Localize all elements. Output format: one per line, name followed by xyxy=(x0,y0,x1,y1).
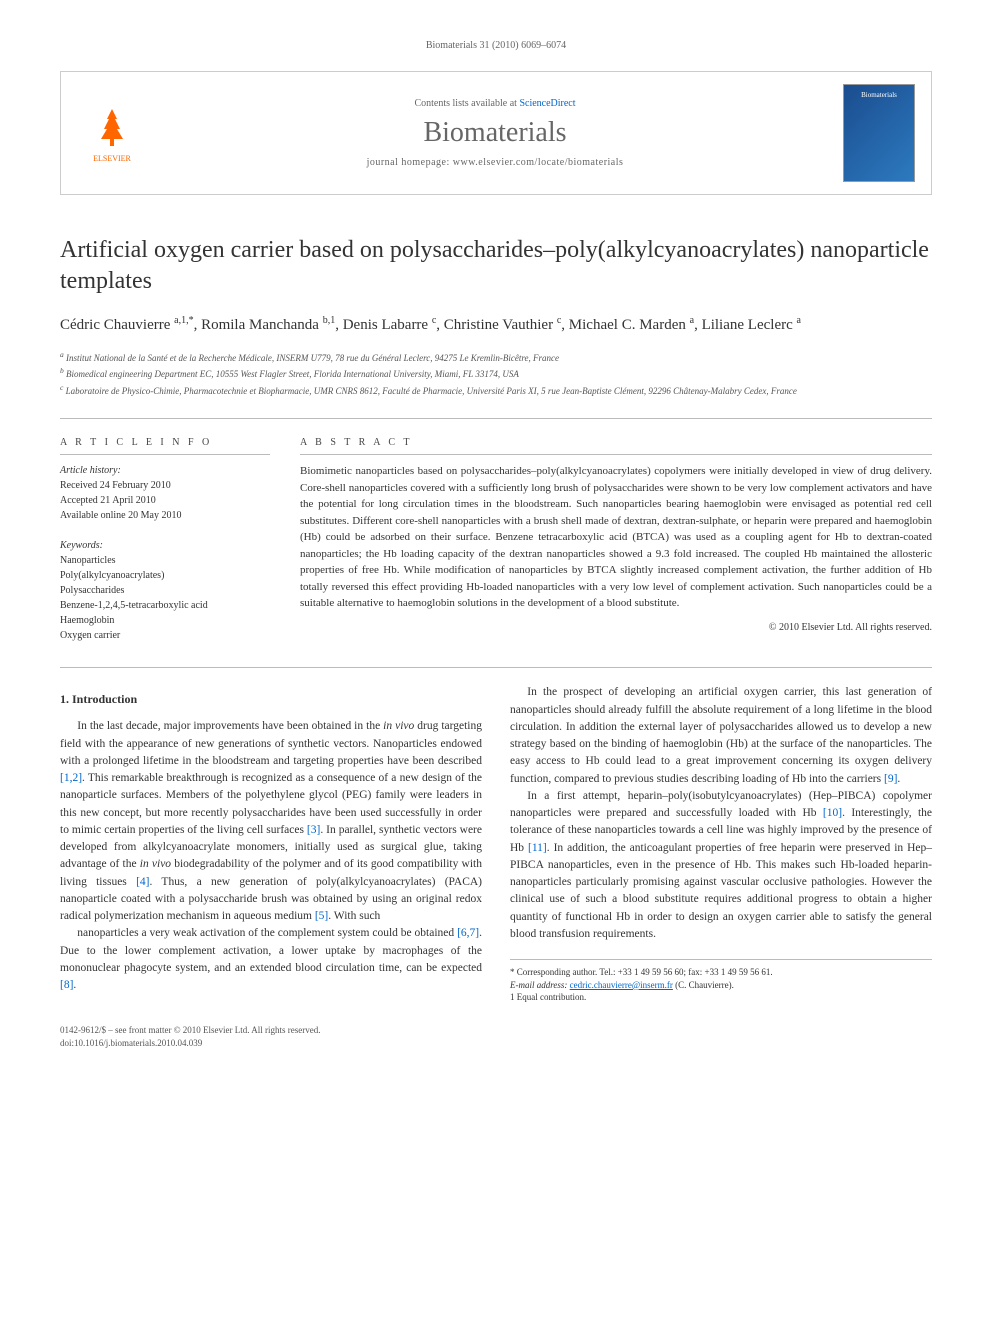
corresponding-author: * Corresponding author. Tel.: +33 1 49 5… xyxy=(510,966,932,979)
keyword: Nanoparticles xyxy=(60,553,270,568)
body-columns: 1. Introduction In the last decade, majo… xyxy=(60,684,932,1004)
divider xyxy=(60,667,932,668)
citation-ref[interactable]: [10] xyxy=(823,807,842,819)
article-info-col: A R T I C L E I N F O Article history: R… xyxy=(60,435,270,643)
keyword: Poly(alkylcyanoacrylates) xyxy=(60,568,270,583)
keyword: Benzene-1,2,4,5-tetracarboxylic acid xyxy=(60,598,270,613)
affiliation-line: c Laboratoire de Physico-Chimie, Pharmac… xyxy=(60,382,932,399)
affiliation-line: b Biomedical engineering Department EC, … xyxy=(60,365,932,382)
keyword: Polysaccharides xyxy=(60,583,270,598)
body-paragraph: In a first attempt, heparin–poly(isobuty… xyxy=(510,788,932,943)
elsevier-logo: ELSEVIER xyxy=(77,93,147,173)
history-line: Accepted 21 April 2010 xyxy=(60,493,270,508)
history-lines: Received 24 February 2010Accepted 21 Apr… xyxy=(60,478,270,523)
abstract-text: Biomimetic nanoparticles based on polysa… xyxy=(300,463,932,612)
email-suffix: (C. Chauvierre). xyxy=(675,980,734,990)
history-line: Received 24 February 2010 xyxy=(60,478,270,493)
keyword: Oxygen carrier xyxy=(60,628,270,643)
affiliation-line: a Institut National de la Santé et de la… xyxy=(60,349,932,366)
abstract-col: A B S T R A C T Biomimetic nanoparticles… xyxy=(300,435,932,643)
footnote-block: * Corresponding author. Tel.: +33 1 49 5… xyxy=(510,959,932,1004)
citation-ref[interactable]: [9] xyxy=(884,773,897,785)
abstract-head: A B S T R A C T xyxy=(300,435,932,455)
sciencedirect-link[interactable]: ScienceDirect xyxy=(519,98,575,109)
citation-ref[interactable]: [4] xyxy=(136,876,149,888)
author-email-link[interactable]: cedric.chauvierre@inserm.fr xyxy=(570,980,673,990)
contents-line: Contents lists available at ScienceDirec… xyxy=(163,98,827,109)
section-1-paragraphs: In the last decade, major improvements h… xyxy=(60,684,932,1004)
citation-ref[interactable]: [1,2] xyxy=(60,772,82,784)
keywords-label: Keywords: xyxy=(60,538,270,553)
doi-line: doi:10.1016/j.biomaterials.2010.04.039 xyxy=(60,1037,932,1050)
journal-name: Biomaterials xyxy=(163,117,827,149)
citation-ref[interactable]: [11] xyxy=(528,842,547,854)
abstract-copyright: © 2010 Elsevier Ltd. All rights reserved… xyxy=(300,620,932,635)
keyword-lines: NanoparticlesPoly(alkylcyanoacrylates)Po… xyxy=(60,553,270,643)
affiliations: a Institut National de la Santé et de la… xyxy=(60,349,932,399)
body-paragraph: In the last decade, major improvements h… xyxy=(60,718,482,925)
email-line: E-mail address: cedric.chauvierre@inserm… xyxy=(510,979,932,992)
elsevier-tree-icon xyxy=(87,104,137,154)
bottom-meta: 0142-9612/$ – see front matter © 2010 El… xyxy=(60,1024,932,1049)
cover-label: Biomaterials xyxy=(861,91,897,99)
article-title: Artificial oxygen carrier based on polys… xyxy=(60,235,932,297)
body-paragraph: In the prospect of developing an artific… xyxy=(510,684,932,788)
citation-ref[interactable]: [6,7] xyxy=(457,927,479,939)
meta-abstract-row: A R T I C L E I N F O Article history: R… xyxy=(60,435,932,643)
homepage-url[interactable]: www.elsevier.com/locate/biomaterials xyxy=(453,157,624,168)
body-paragraph: nanoparticles a very weak activation of … xyxy=(60,925,482,994)
issn-line: 0142-9612/$ – see front matter © 2010 El… xyxy=(60,1024,932,1037)
history-line: Available online 20 May 2010 xyxy=(60,508,270,523)
section-1-head: 1. Introduction xyxy=(60,690,482,708)
running-head: Biomaterials 31 (2010) 6069–6074 xyxy=(60,40,932,51)
elsevier-label: ELSEVIER xyxy=(93,154,131,163)
citation-ref[interactable]: [8] xyxy=(60,979,73,991)
homepage-prefix: journal homepage: xyxy=(367,157,453,168)
journal-cover-thumb: Biomaterials xyxy=(843,84,915,182)
authors-line: Cédric Chauvierre a,1,*, Romila Manchand… xyxy=(60,313,932,337)
history-label: Article history: xyxy=(60,463,270,478)
article-info-head: A R T I C L E I N F O xyxy=(60,435,270,455)
homepage-line: journal homepage: www.elsevier.com/locat… xyxy=(163,157,827,168)
page: Biomaterials 31 (2010) 6069–6074 ELSEVIE… xyxy=(0,0,992,1089)
divider xyxy=(60,418,932,419)
journal-center: Contents lists available at ScienceDirec… xyxy=(163,98,827,168)
citation-ref[interactable]: [3] xyxy=(307,824,320,836)
equal-contribution: 1 Equal contribution. xyxy=(510,991,932,1004)
email-label: E-mail address: xyxy=(510,980,567,990)
keyword: Haemoglobin xyxy=(60,613,270,628)
citation-ref[interactable]: [5] xyxy=(315,910,328,922)
contents-prefix: Contents lists available at xyxy=(414,98,519,109)
journal-header-box: ELSEVIER Contents lists available at Sci… xyxy=(60,71,932,195)
